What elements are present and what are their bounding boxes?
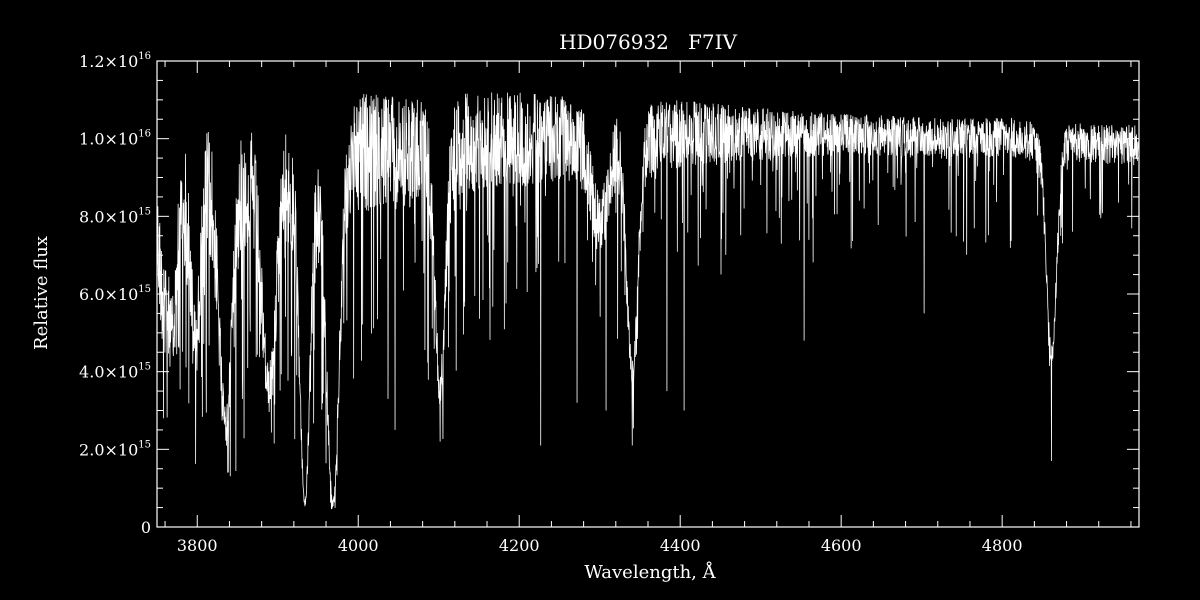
y-tick-label: 2.0×1015 (79, 439, 151, 459)
y-tick-label: 8.0×1015 (79, 206, 151, 226)
x-tick-label: 3800 (177, 536, 218, 555)
x-tick-label: 4000 (338, 536, 379, 555)
x-tick-label: 4600 (821, 536, 862, 555)
axis-ticks: 3800 4000 4200 4400 4600 4800 0 2.0×1015 4.0×101… (79, 51, 1139, 555)
x-tick-label: 4200 (499, 536, 540, 555)
x-tick-label: 4800 (982, 536, 1023, 555)
y-tick-label: 6.0×1015 (79, 284, 151, 304)
x-tick-label: 4400 (660, 536, 701, 555)
y-tick-label: 1.2×1016 (79, 51, 151, 71)
plot-axes (156, 60, 1140, 528)
spectrum-line (156, 92, 1140, 510)
chart-title: HD076932 F7IV (559, 30, 737, 54)
spectrum-series (156, 92, 1140, 510)
y-tick-label: 4.0×1015 (79, 362, 151, 382)
x-axis-label: Wavelength, Å (584, 561, 716, 583)
y-axis-label: Relative flux (31, 236, 52, 350)
y-tick-label: 0 (141, 518, 151, 537)
plot-frame (156, 60, 1140, 528)
y-tick-label: 1.0×1016 (79, 129, 151, 149)
